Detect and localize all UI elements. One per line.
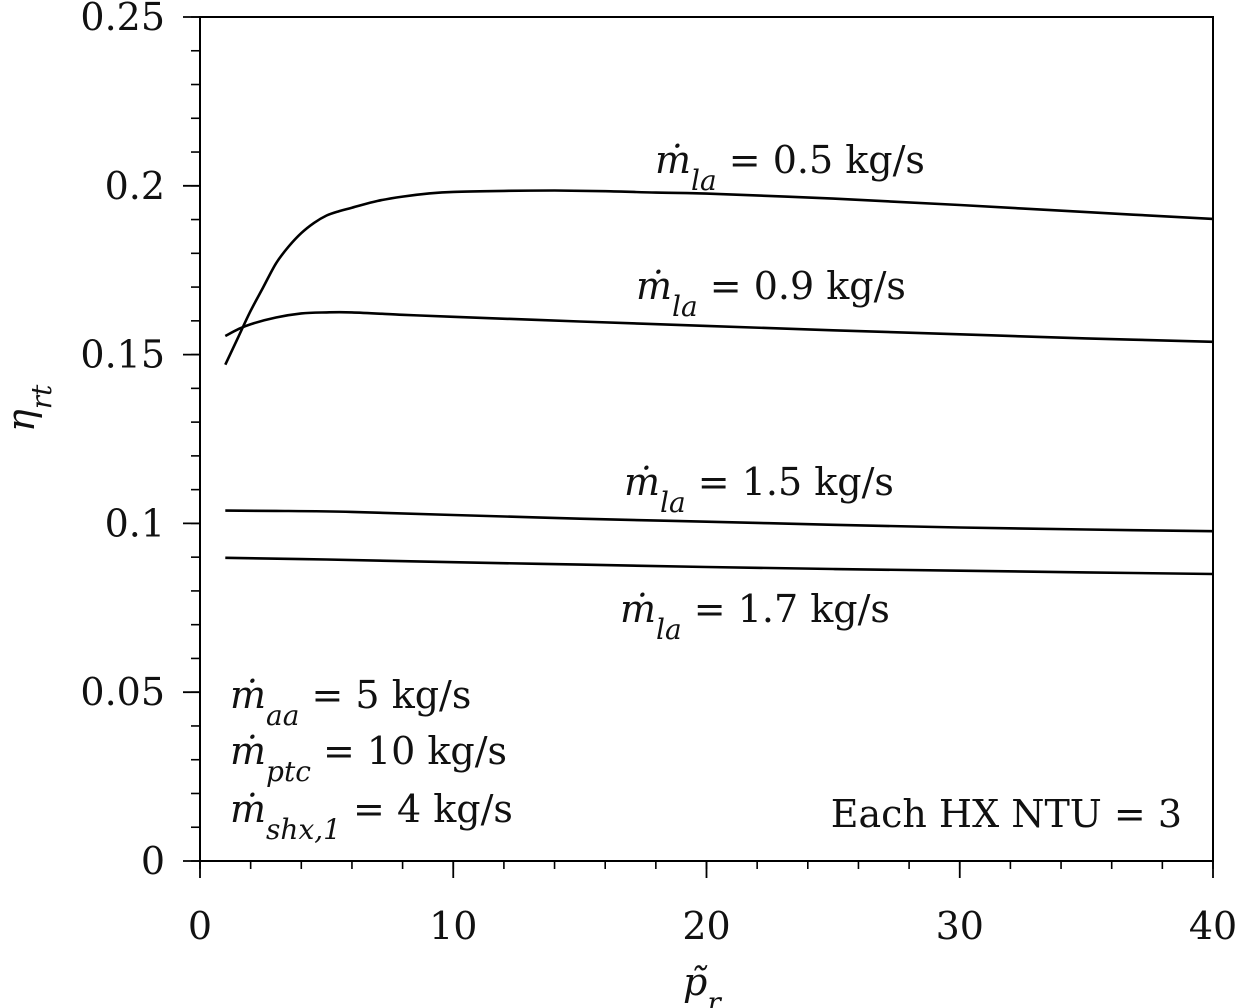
label-maa: ṁaa = 5 kg/s <box>230 673 471 732</box>
y-tick-label: 0.05 <box>80 670 165 714</box>
label-m09-sub: la <box>672 290 698 323</box>
series-line-2 <box>224 310 1214 344</box>
x-axis-label-base: p̃ <box>683 960 708 1004</box>
label-maa-sub: aa <box>266 699 299 732</box>
label-mshx: ṁshx,1 = 4 kg/s <box>230 787 513 846</box>
label-mptc-base: ṁ <box>230 729 266 773</box>
y-axis-label: ηrt <box>0 384 58 432</box>
label-mptc: ṁptc = 10 kg/s <box>230 729 507 788</box>
y-tick-label: 0.25 <box>80 0 165 39</box>
y-tick-label: 0.1 <box>105 501 165 545</box>
label-mshx-base: ṁ <box>230 787 266 831</box>
label-m15-sub: la <box>660 486 686 519</box>
x-tick-label: 20 <box>682 904 730 948</box>
tick-labels: 0 10 20 30 40 0 0.05 0.1 0.15 0.2 0.25 <box>80 0 1237 948</box>
x-tick-label: 30 <box>936 904 984 948</box>
label-maa-base: ṁ <box>230 673 266 717</box>
label-m05-base: ṁ <box>655 138 691 182</box>
y-tick-label: 0 <box>141 839 165 883</box>
label-mshx-rest: = 4 kg/s <box>341 787 513 831</box>
series-group <box>224 189 1214 576</box>
x-axis-label-sub: r <box>707 986 722 1008</box>
label-maa-rest: = 5 kg/s <box>299 673 471 717</box>
label-m15-base: ṁ <box>624 460 660 504</box>
label-m05: ṁla = 0.5 kg/s <box>655 138 925 197</box>
label-m15: ṁla = 1.5 kg/s <box>624 460 894 519</box>
label-ntu: Each HX NTU = 3 <box>831 792 1182 836</box>
label-m09-rest: = 0.9 kg/s <box>698 264 906 308</box>
major-ticks <box>183 16 1214 878</box>
series-line-3 <box>225 509 1214 533</box>
y-tick-label: 0.2 <box>105 164 165 208</box>
label-m09-base: ṁ <box>636 264 672 308</box>
plot-frame <box>199 16 1214 862</box>
label-m17-rest: = 1.7 kg/s <box>682 587 890 631</box>
label-m05-sub: la <box>691 164 717 197</box>
label-mshx-sub: shx,1 <box>266 813 341 846</box>
label-m05-rest: = 0.5 kg/s <box>717 138 925 182</box>
label-mptc-sub: ptc <box>266 755 311 788</box>
x-tick-label: 10 <box>429 904 477 948</box>
series-line-4 <box>225 556 1214 576</box>
y-axis-label-sub: rt <box>25 384 58 409</box>
label-m17-base: ṁ <box>620 587 656 631</box>
y-tick-label: 0.15 <box>80 333 165 377</box>
label-m17-sub: la <box>656 613 682 646</box>
x-axis-label: p̃r <box>683 960 722 1008</box>
y-axis-label-base: η <box>0 409 43 432</box>
x-tick-label: 0 <box>188 904 212 948</box>
x-tick-label: 40 <box>1189 904 1237 948</box>
label-m17: ṁla = 1.7 kg/s <box>620 587 890 646</box>
label-mptc-rest: = 10 kg/s <box>311 729 507 773</box>
label-m15-rest: = 1.5 kg/s <box>686 460 894 504</box>
label-m09: ṁla = 0.9 kg/s <box>636 264 906 323</box>
series-line-1 <box>224 189 1214 366</box>
